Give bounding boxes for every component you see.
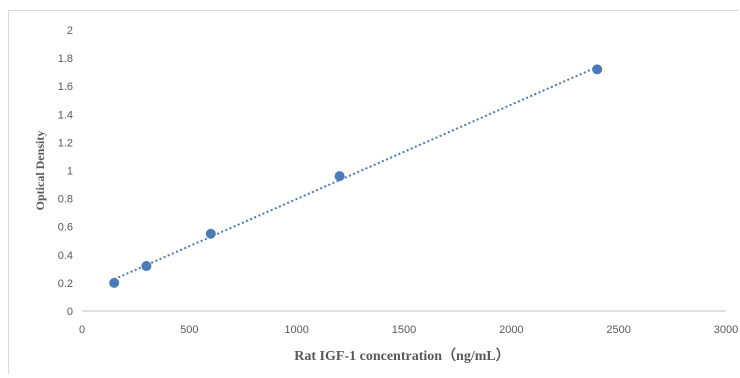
y-tick-label: 1.4 [58,109,73,121]
x-tick-label: 500 [180,324,198,336]
x-tick-label: 1000 [284,324,308,336]
y-tick-label: 0.8 [58,194,73,206]
y-tick-label: 2 [67,25,73,37]
y-axis-title: Optical Density [33,131,47,211]
y-tick-labels: 0 0.2 0.4 0.6 0.8 1 1.2 1.4 1.6 1.8 2 [58,25,73,318]
y-tick-label: 0.2 [58,278,73,290]
data-point [334,171,345,182]
y-tick-label: 1 [67,166,73,178]
y-tick-label: 0 [67,306,73,318]
trendline [113,66,598,281]
x-tick-label: 0 [79,324,85,336]
data-point [592,64,603,75]
y-tick-label: 1.6 [58,81,73,93]
data-point [205,228,216,239]
data-points [109,64,603,288]
x-tick-label: 3000 [714,324,738,336]
y-tick-label: 0.6 [58,222,73,234]
x-tick-labels: 0 500 1000 1500 2000 2500 3000 [79,324,738,336]
data-point [141,261,152,272]
y-tick-label: 1.2 [58,137,73,149]
y-tick-label: 1.8 [58,53,73,65]
data-point [109,277,120,288]
x-tick-label: 1500 [392,324,416,336]
x-tick-label: 2000 [499,324,523,336]
y-tick-label: 0.4 [58,250,73,262]
x-axis-title: Rat IGF-1 concentration（ng/mL） [294,348,509,364]
chart-frame [8,10,738,374]
x-tick-label: 2500 [606,324,630,336]
